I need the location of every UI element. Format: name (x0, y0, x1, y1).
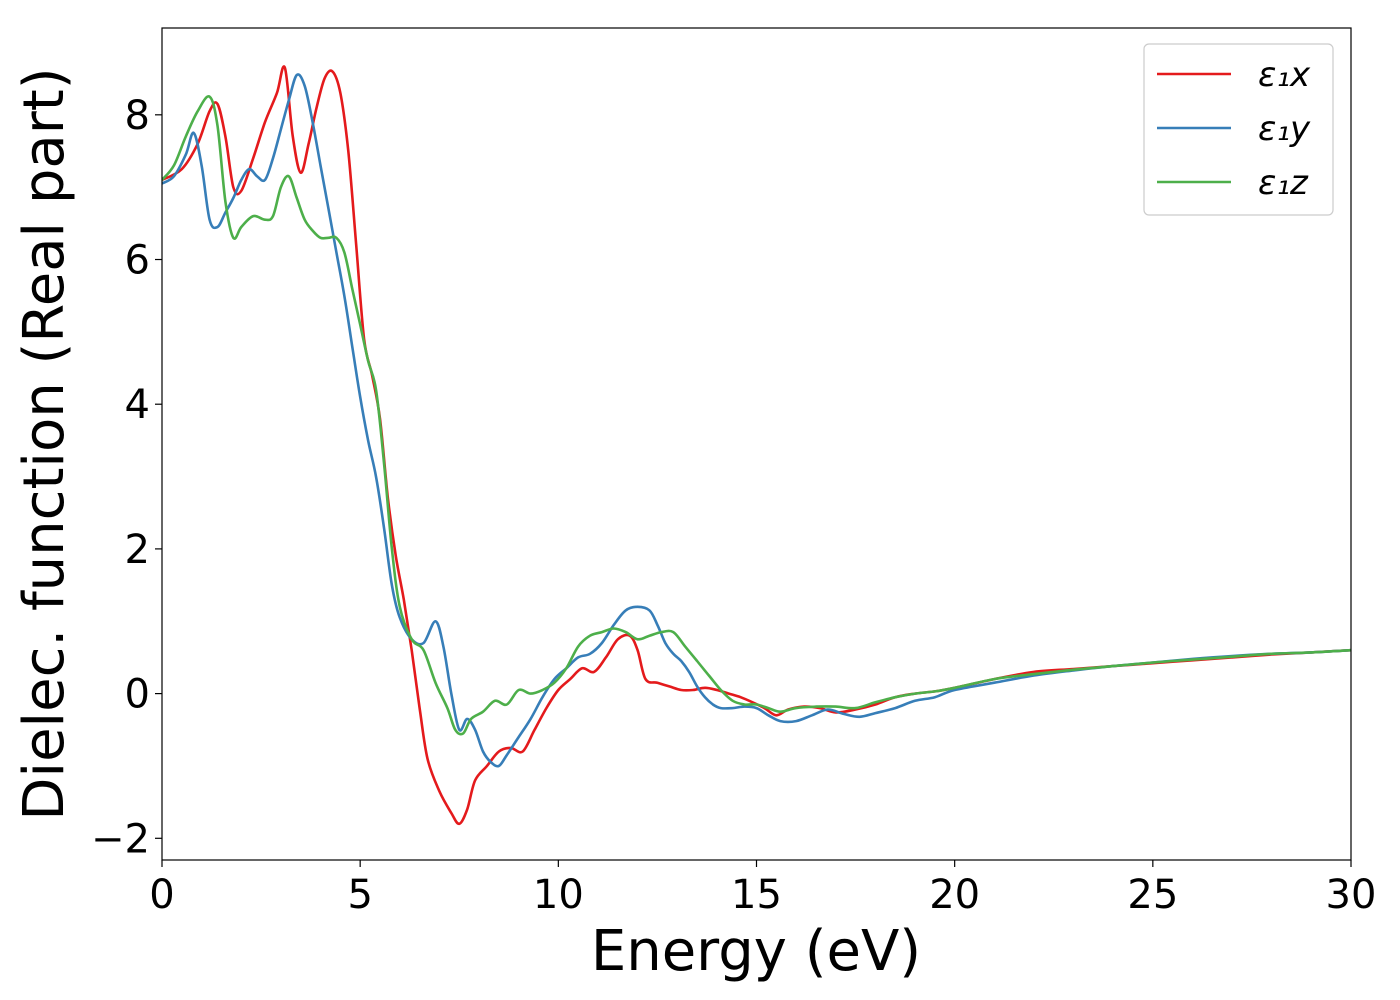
y-tick-label: 4 (125, 382, 150, 428)
y-tick-label: 0 (125, 672, 150, 718)
x-tick-label: 15 (731, 872, 782, 918)
x-tick-label: 30 (1326, 872, 1377, 918)
x-tick-label: 20 (929, 872, 980, 918)
x-tick-label: 25 (1127, 872, 1178, 918)
legend-label-3: ε₁z (1258, 163, 1309, 203)
y-tick-label: 6 (125, 238, 150, 284)
legend-label-2: ε₁y (1258, 109, 1311, 149)
legend: ε₁x ε₁y ε₁z (1143, 43, 1334, 216)
series-layer (162, 65, 1351, 826)
series-line-2 (162, 73, 1351, 768)
x-tick-label: 0 (149, 872, 174, 918)
y-tick-label: 8 (125, 93, 150, 139)
y-tick-label: −2 (91, 816, 150, 862)
y-axis-ticks: −2 0 2 4 6 8 (91, 93, 162, 862)
legend-frame (1143, 43, 1334, 216)
series-line-3 (162, 95, 1351, 736)
x-tick-label: 5 (347, 872, 372, 918)
x-tick-label: 10 (533, 872, 584, 918)
y-tick-label: 2 (125, 527, 150, 573)
legend-label-1: ε₁x (1258, 55, 1311, 95)
x-axis-ticks: 0 5 10 15 20 25 30 (149, 860, 1376, 918)
y-axis-title: Dielec. function (Real part) (12, 67, 77, 820)
x-axis-title: Energy (eV) (591, 919, 921, 984)
